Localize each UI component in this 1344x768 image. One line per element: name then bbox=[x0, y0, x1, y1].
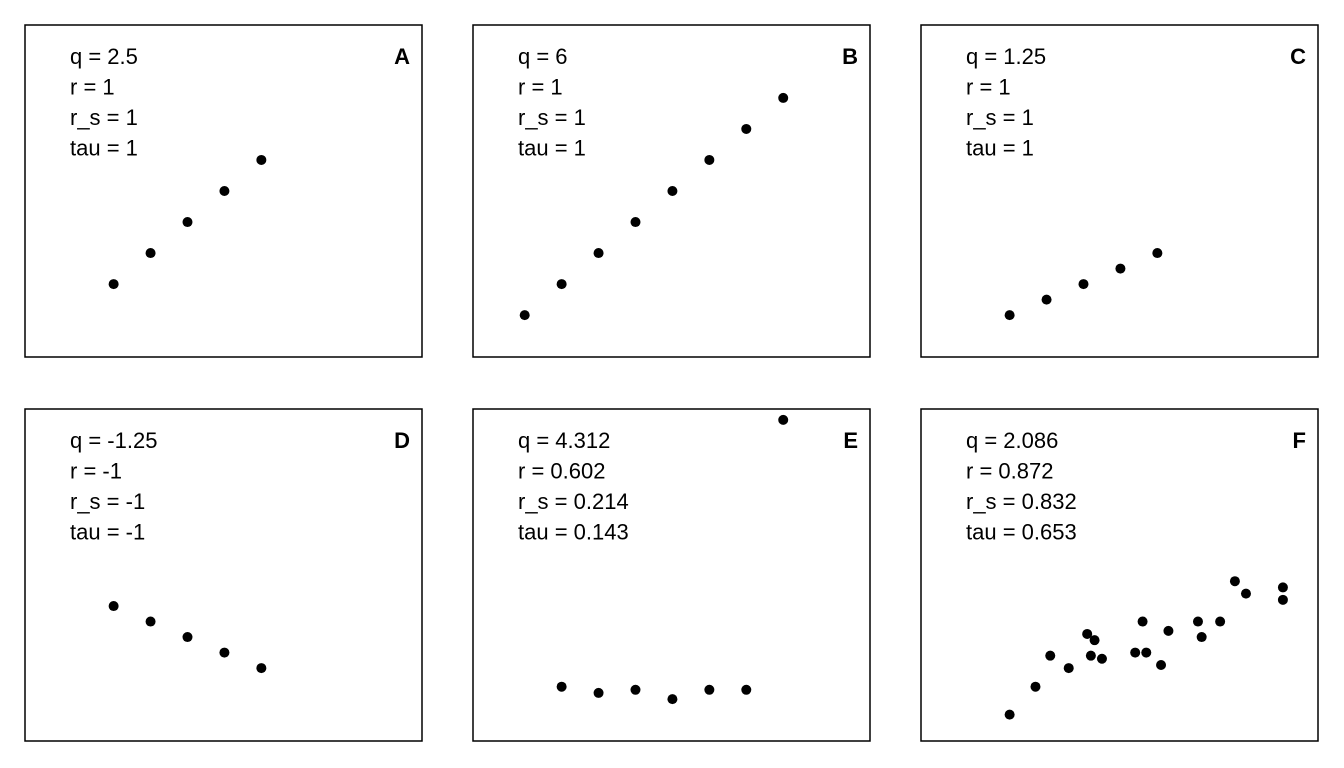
point bbox=[1215, 616, 1226, 627]
stat-annotation: q = 1.25 bbox=[966, 44, 1046, 69]
point bbox=[1152, 248, 1163, 259]
point bbox=[145, 616, 156, 627]
stat-annotation: q = 6 bbox=[518, 44, 568, 69]
panel-label: B bbox=[842, 44, 858, 69]
stat-annotation: r = 1 bbox=[966, 74, 1011, 99]
point bbox=[1030, 681, 1041, 692]
stat-annotation: tau = 1 bbox=[966, 135, 1034, 160]
point bbox=[145, 248, 156, 259]
point bbox=[1063, 663, 1074, 674]
point bbox=[256, 663, 267, 674]
stat-annotation: q = 2.086 bbox=[966, 428, 1058, 453]
panel-frame bbox=[24, 24, 423, 358]
point bbox=[556, 279, 567, 290]
stat-annotation: r = 1 bbox=[518, 74, 563, 99]
point bbox=[1130, 647, 1141, 658]
point bbox=[593, 248, 604, 259]
panel-frame bbox=[472, 24, 871, 358]
point bbox=[108, 279, 119, 290]
point bbox=[741, 123, 752, 134]
point bbox=[1096, 653, 1107, 664]
stat-annotation: r_s = 1 bbox=[966, 105, 1034, 130]
stat-annotation: tau = -1 bbox=[70, 519, 145, 544]
point bbox=[1045, 650, 1056, 661]
stat-annotation: r = 0.602 bbox=[518, 458, 605, 483]
point bbox=[778, 92, 789, 103]
point bbox=[1192, 616, 1203, 627]
point bbox=[1156, 659, 1167, 670]
point bbox=[1085, 650, 1096, 661]
panel-label: D bbox=[394, 428, 410, 453]
stat-annotation: q = 4.312 bbox=[518, 428, 610, 453]
point bbox=[1196, 632, 1207, 643]
point bbox=[108, 601, 119, 612]
panel-label: C bbox=[1290, 44, 1306, 69]
panel-frame bbox=[472, 408, 871, 742]
panel-frame bbox=[24, 408, 423, 742]
point bbox=[219, 647, 230, 658]
panel-label: A bbox=[394, 44, 410, 69]
point bbox=[1163, 625, 1174, 636]
point bbox=[182, 217, 193, 228]
point bbox=[1277, 594, 1288, 605]
stat-annotation: tau = 0.653 bbox=[966, 519, 1077, 544]
point bbox=[1078, 279, 1089, 290]
point bbox=[741, 684, 752, 695]
stat-annotation: q = -1.25 bbox=[70, 428, 157, 453]
stat-annotation: r_s = 1 bbox=[70, 105, 138, 130]
point bbox=[182, 632, 193, 643]
point bbox=[630, 217, 641, 228]
point bbox=[704, 684, 715, 695]
point bbox=[1082, 628, 1093, 639]
point bbox=[1141, 647, 1152, 658]
point bbox=[1137, 616, 1148, 627]
panel-label: F bbox=[1293, 428, 1306, 453]
point bbox=[1041, 294, 1052, 305]
point bbox=[1004, 709, 1015, 720]
stat-annotation: r_s = 1 bbox=[518, 105, 586, 130]
point bbox=[519, 310, 530, 321]
point bbox=[1004, 310, 1015, 321]
point bbox=[704, 154, 715, 165]
point bbox=[256, 154, 267, 165]
point bbox=[1229, 576, 1240, 587]
panel-frame bbox=[920, 24, 1319, 358]
point bbox=[667, 186, 678, 196]
point bbox=[778, 414, 789, 425]
stat-annotation: r = 0.872 bbox=[966, 458, 1053, 483]
point bbox=[1089, 635, 1100, 646]
stat-annotation: r_s = 0.832 bbox=[966, 489, 1077, 514]
point bbox=[1240, 588, 1251, 599]
stat-annotation: tau = 1 bbox=[70, 135, 138, 160]
point bbox=[667, 694, 678, 705]
stat-annotation: r_s = 0.214 bbox=[518, 489, 629, 514]
point bbox=[556, 681, 567, 692]
stat-annotation: r_s = -1 bbox=[70, 489, 145, 514]
panel-frame bbox=[920, 408, 1319, 742]
point bbox=[593, 687, 604, 698]
stat-annotation: tau = 1 bbox=[518, 135, 586, 160]
stat-annotation: tau = 0.143 bbox=[518, 519, 629, 544]
point bbox=[630, 684, 641, 695]
stat-annotation: r = -1 bbox=[70, 458, 122, 483]
point bbox=[219, 186, 230, 196]
point bbox=[1277, 582, 1288, 593]
stat-annotation: r = 1 bbox=[70, 74, 115, 99]
point bbox=[1115, 263, 1126, 274]
stat-annotation: q = 2.5 bbox=[70, 44, 138, 69]
panel-label: E bbox=[843, 428, 858, 453]
